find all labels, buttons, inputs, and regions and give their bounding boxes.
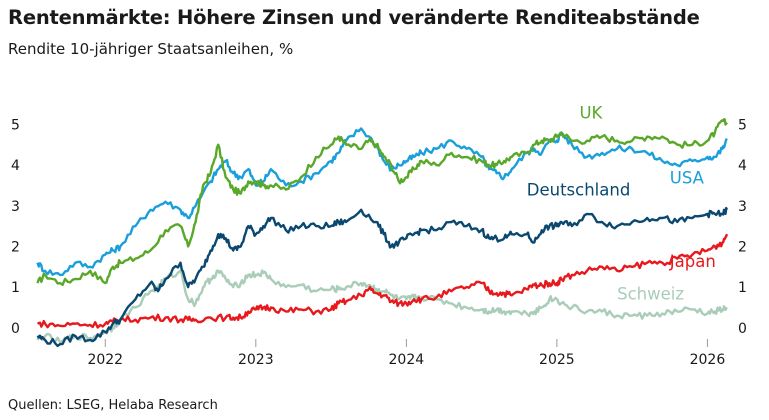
y-tick-label-right: 3 xyxy=(738,199,747,215)
y-tick-label-right: 1 xyxy=(738,280,747,296)
y-tick-label-right: 5 xyxy=(738,117,747,133)
x-axis: 2022 2023 2024 2025 2026 xyxy=(87,339,725,368)
y-tick-label-left: 3 xyxy=(11,199,20,215)
y-tick-label-left: 0 xyxy=(11,321,20,337)
chart-title: Rentenmärkte: Höhere Zinsen und veränder… xyxy=(8,6,700,29)
y-tick-label-right: 4 xyxy=(738,158,747,174)
y-tick-label-left: 2 xyxy=(11,239,20,255)
x-tick-label: 2022 xyxy=(87,352,123,368)
series-line-japan xyxy=(36,233,729,329)
series-line-usa xyxy=(36,127,728,277)
series-label-schweiz: Schweiz xyxy=(617,284,684,303)
y-tick-label-right: 2 xyxy=(738,239,747,255)
series-line-deutschland xyxy=(36,206,729,348)
y-axis-right: 0 1 2 3 4 5 xyxy=(738,117,747,336)
series-label-uk: UK xyxy=(579,103,603,122)
series-lines xyxy=(36,118,729,348)
source-note: Quellen: LSEG, Helaba Research xyxy=(8,398,218,413)
y-tick-label-right: 0 xyxy=(738,321,747,337)
series-labels: UK USA Deutschland Japan Schweiz xyxy=(527,103,716,303)
x-tick-label: 2026 xyxy=(690,352,726,368)
x-tick-label: 2024 xyxy=(389,352,425,368)
series-label-japan: Japan xyxy=(669,252,716,271)
series-label-usa: USA xyxy=(670,168,705,187)
x-tick-label: 2025 xyxy=(539,352,575,368)
series-line-schweiz xyxy=(36,269,728,344)
y-tick-label-left: 1 xyxy=(11,280,20,296)
y-tick-label-left: 4 xyxy=(11,158,20,174)
series-label-deutschland: Deutschland xyxy=(527,181,631,200)
chart-subtitle: Rendite 10-jähriger Staatsanleihen, % xyxy=(8,40,294,58)
y-axis-left: 0 1 2 3 4 5 xyxy=(11,117,20,336)
y-tick-label-left: 5 xyxy=(11,117,20,133)
x-tick-label: 2023 xyxy=(238,352,274,368)
series-line-uk xyxy=(36,118,728,286)
